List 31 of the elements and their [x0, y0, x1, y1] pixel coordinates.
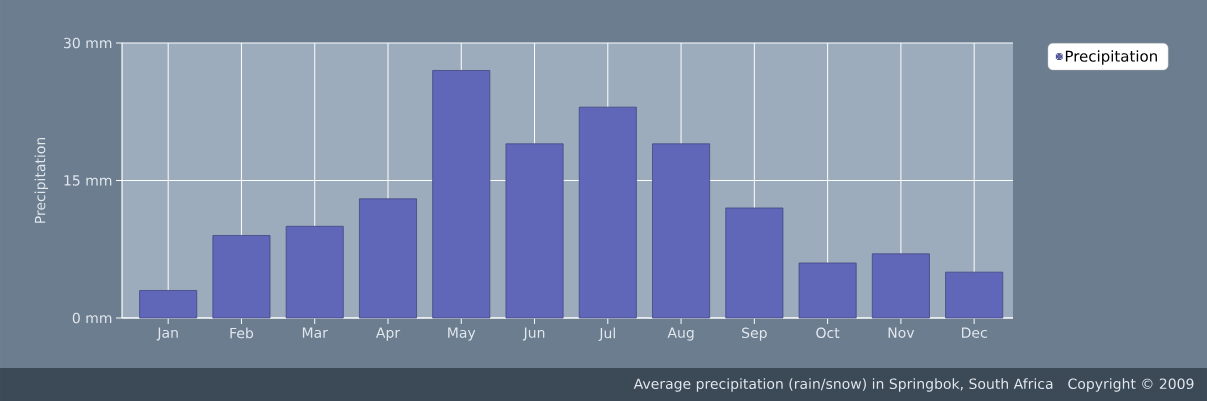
- x-tick-label: Oct: [816, 327, 840, 339]
- y-tick-label: 15 mm: [64, 175, 112, 186]
- bar: [798, 262, 857, 319]
- x-tick-label: Dec: [962, 327, 987, 338]
- x-tick-label: Sep: [742, 327, 767, 341]
- bar: [871, 253, 930, 319]
- x-tick-label: Apr: [375, 327, 401, 341]
- bar: [432, 70, 491, 319]
- x-tick-label: Feb: [230, 327, 254, 339]
- x-tick-label: Mar: [302, 327, 328, 338]
- bar: [139, 290, 198, 319]
- bar: [359, 198, 417, 319]
- x-tick-label: Jul: [598, 327, 615, 341]
- x-tick-label: Jan: [156, 327, 178, 341]
- y-tick-label: 0 mm: [72, 312, 112, 324]
- bar: [578, 106, 637, 319]
- x-tick-label: May: [448, 327, 476, 341]
- bar: [725, 207, 784, 319]
- bar: [652, 143, 711, 319]
- y-axis-title: Precipitation: [34, 137, 49, 223]
- text: Average precipitation (rain/snow) in Springbok, South Africa: [633, 378, 1053, 392]
- bar: [285, 225, 344, 319]
- x-tick-label: Jun: [522, 327, 545, 341]
- x-tick-label: Nov: [888, 327, 915, 338]
- bar: [212, 235, 271, 319]
- legend-label: Precipitation: [1065, 50, 1157, 65]
- text: Copyright © 2009: [1068, 378, 1194, 392]
- y-tick-label: 30 mm: [64, 37, 112, 49]
- bar: [945, 271, 1004, 319]
- x-tick-label: Aug: [667, 327, 694, 341]
- bar: [505, 143, 564, 319]
